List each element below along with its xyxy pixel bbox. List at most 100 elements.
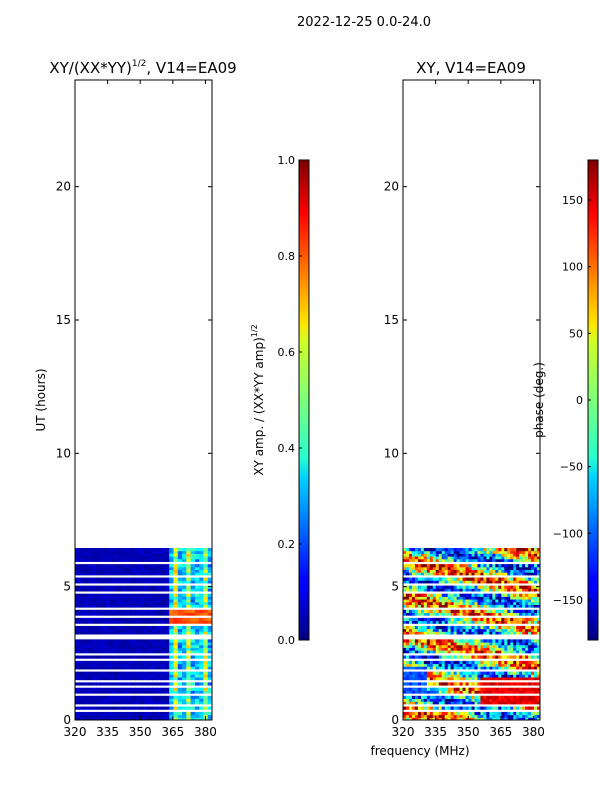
- x-tick-label: 365: [489, 725, 512, 739]
- heatmap-cell: [417, 631, 422, 635]
- heatmap-cell: [450, 711, 455, 716]
- heatmap-cell: [182, 564, 187, 568]
- heatmap-cell: [147, 620, 153, 624]
- heatmap-cell: [492, 566, 496, 570]
- heatmap-cell: [207, 671, 212, 675]
- heatmap-cell: [537, 690, 540, 694]
- heatmap-cell: [186, 548, 192, 552]
- heatmap-cell: [522, 577, 526, 581]
- heatmap-cell: [199, 706, 204, 710]
- heatmap-cell: [534, 566, 538, 570]
- heatmap-cell: [513, 695, 517, 699]
- heatmap-cell: [435, 564, 440, 568]
- heatmap-cell: [459, 695, 464, 699]
- heatmap-cell: [522, 585, 526, 589]
- heatmap-cell: [495, 577, 499, 581]
- heatmap-cell: [190, 698, 196, 702]
- heatmap-cell: [139, 698, 144, 702]
- heatmap-cell: [492, 706, 496, 710]
- heatmap-cell: [411, 682, 416, 686]
- heatmap-cell: [194, 706, 200, 710]
- heatmap-cell: [130, 695, 136, 699]
- heatmap-cell: [489, 566, 493, 570]
- heatmap-cell: [510, 647, 514, 651]
- heatmap-cell: [182, 660, 187, 665]
- heatmap-cell: [459, 596, 464, 600]
- heatmap-cell: [426, 558, 431, 562]
- heatmap-cell: [462, 698, 467, 702]
- heatmap-cell: [126, 593, 132, 597]
- heatmap-cell: [156, 577, 162, 581]
- heatmap-cell: [465, 711, 470, 716]
- heatmap-cell: [525, 625, 529, 630]
- heatmap-cell: [501, 698, 505, 702]
- heatmap-cell: [143, 558, 149, 562]
- heatmap-cell: [510, 553, 514, 557]
- heatmap-cell: [177, 698, 183, 702]
- heatmap-cell: [507, 585, 511, 589]
- heatmap-cell: [528, 599, 532, 603]
- heatmap-cell: [177, 612, 183, 616]
- heatmap-cell: [143, 687, 149, 691]
- heatmap-cell: [186, 677, 192, 681]
- heatmap-cell: [96, 644, 102, 648]
- heatmap-cell: [432, 599, 437, 603]
- heatmap-cell: [408, 671, 413, 675]
- heatmap-cell: [207, 625, 212, 630]
- heatmap-cell: [414, 701, 419, 705]
- heatmap-cell: [495, 650, 499, 654]
- heatmap-cell: [429, 655, 434, 659]
- heatmap-cell: [486, 655, 490, 659]
- heatmap-cell: [468, 701, 472, 705]
- heatmap-cell: [528, 711, 532, 716]
- heatmap-cell: [513, 687, 517, 691]
- heatmap-cell: [516, 553, 520, 557]
- heatmap-cell: [83, 628, 89, 632]
- heatmap-cell: [453, 695, 458, 699]
- heatmap-cell: [96, 604, 102, 608]
- heatmap-cell: [516, 564, 520, 568]
- heatmap-cell: [459, 660, 464, 665]
- heatmap-cell: [471, 706, 475, 710]
- heatmap-cell: [100, 588, 106, 592]
- heatmap-cell: [75, 701, 80, 705]
- heatmap-cell: [471, 599, 475, 603]
- heatmap-cell: [510, 701, 514, 705]
- heatmap-cell: [122, 671, 127, 675]
- heatmap-cell: [432, 666, 437, 670]
- heatmap-cell: [194, 677, 200, 681]
- heatmap-cell: [104, 687, 110, 691]
- heatmap-cell: [122, 612, 127, 616]
- heatmap-cell: [507, 660, 511, 665]
- heatmap-cell: [519, 695, 523, 699]
- heatmap-cell: [122, 666, 127, 670]
- heatmap-cell: [495, 687, 499, 691]
- heatmap-cell: [405, 660, 410, 665]
- heatmap-cell: [139, 671, 144, 675]
- heatmap-cell: [498, 711, 502, 716]
- heatmap-cell: [462, 612, 467, 616]
- heatmap-cell: [423, 612, 428, 616]
- heatmap-cell: [190, 650, 196, 654]
- heatmap-cell: [411, 711, 416, 716]
- heatmap-cell: [498, 714, 502, 718]
- heatmap-cell: [423, 588, 428, 592]
- heatmap-cell: [423, 644, 428, 648]
- heatmap-cell: [414, 553, 419, 557]
- heatmap-cell: [456, 655, 461, 659]
- heatmap-cell: [408, 548, 413, 552]
- heatmap-cell: [75, 617, 80, 622]
- heatmap-cell: [495, 548, 499, 552]
- heatmap-cell: [444, 690, 449, 694]
- heatmap-cell: [441, 553, 446, 557]
- heatmap-cell: [510, 711, 514, 716]
- heatmap-cell: [177, 593, 183, 597]
- heatmap-cell: [444, 695, 449, 699]
- heatmap-cell: [528, 671, 532, 675]
- heatmap-cell: [403, 550, 407, 554]
- heatmap-cell: [207, 642, 212, 646]
- heatmap-cell: [203, 609, 209, 613]
- heatmap-cell: [134, 666, 140, 670]
- heatmap-cell: [483, 558, 487, 562]
